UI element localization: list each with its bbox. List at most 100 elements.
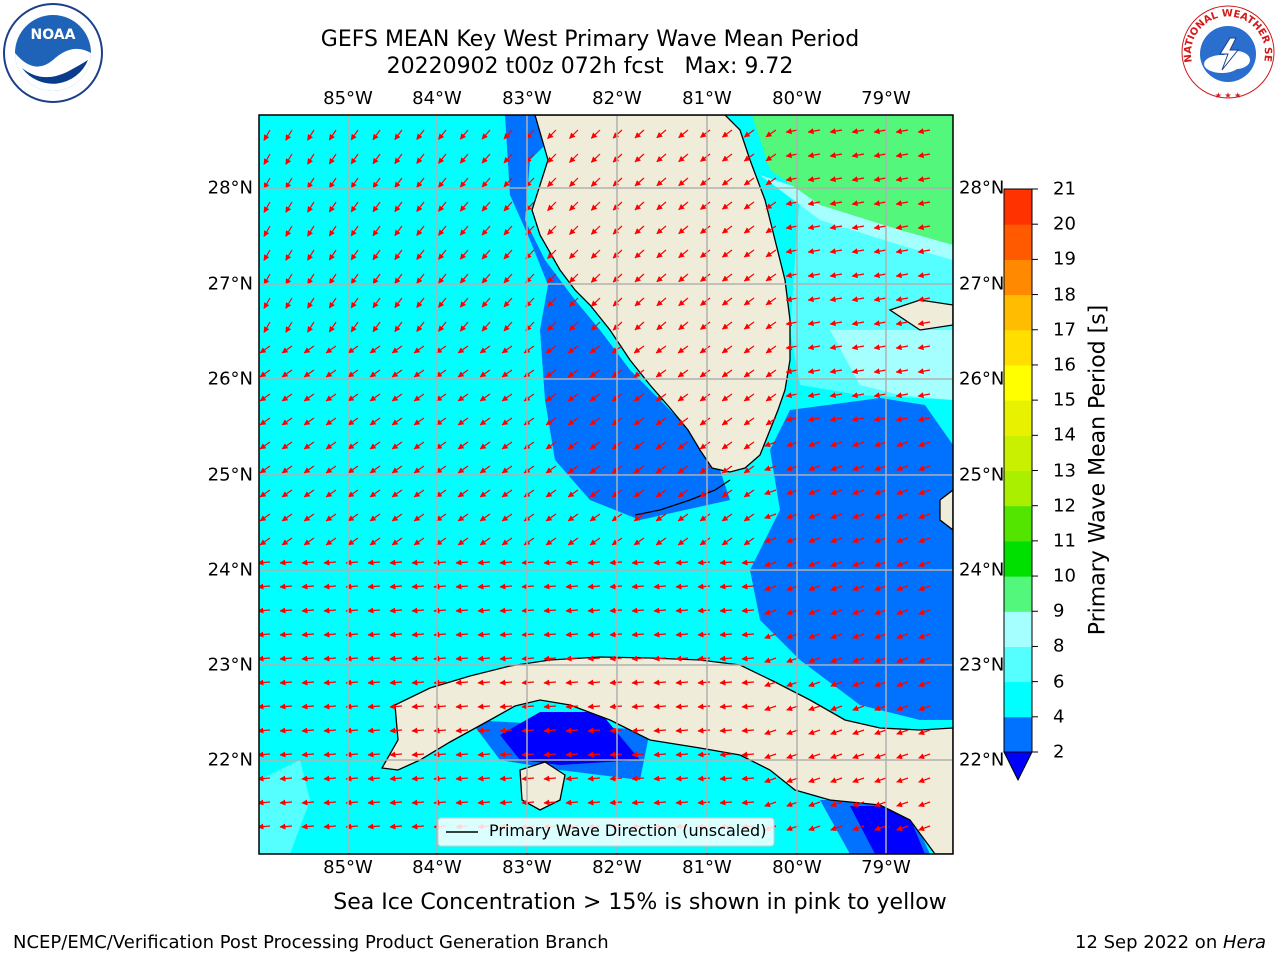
wave-arrow — [786, 537, 799, 544]
wave-arrow — [721, 369, 733, 378]
wave-arrow — [481, 297, 491, 308]
wave-arrow — [807, 176, 821, 183]
wave-arrow — [565, 775, 579, 782]
wave-arrow — [391, 417, 403, 426]
wave-arrow — [413, 393, 425, 402]
colorbar-segment — [1004, 716, 1032, 753]
tick-left-label: 25°N — [207, 464, 253, 486]
wave-arrow — [590, 249, 601, 259]
wave-arrow — [567, 393, 579, 402]
wave-arrow — [303, 513, 315, 522]
wave-arrow — [807, 200, 821, 207]
wave-arrow — [896, 537, 909, 544]
wave-arrow — [764, 657, 777, 664]
wave-arrow — [697, 631, 711, 638]
wave-arrow — [656, 273, 667, 283]
wave-arrow — [285, 201, 293, 213]
wave-arrow — [307, 129, 315, 141]
wave-arrow — [279, 631, 293, 638]
wave-arrow — [435, 513, 447, 522]
colorbar-segment — [1004, 189, 1032, 225]
tick-right-label: 22°N — [959, 749, 1005, 771]
wave-arrow — [325, 537, 337, 546]
wave-arrow — [851, 224, 865, 231]
wave-arrow — [569, 321, 579, 331]
wave-arrow — [633, 441, 645, 450]
wave-arrow — [281, 345, 293, 354]
wave-arrow — [697, 583, 711, 590]
colorbar-tick-label: 9 — [1053, 600, 1065, 622]
wave-arrow — [830, 801, 843, 808]
wave-arrow — [743, 537, 755, 546]
tick-bot-label: 81°W — [682, 857, 732, 878]
wave-arrow — [678, 273, 689, 283]
wave-arrow — [917, 224, 931, 231]
wave-arrow — [435, 369, 447, 378]
map-frame — [258, 114, 954, 855]
wave-arrow — [874, 561, 887, 568]
wave-arrow — [567, 465, 579, 474]
colorbar-segment — [1004, 329, 1032, 366]
wave-arrow — [547, 225, 557, 236]
wave-arrow — [372, 273, 381, 285]
wave-arrow — [786, 489, 799, 496]
wave-arrow — [633, 417, 645, 426]
wave-arrow — [656, 153, 667, 163]
colorbar-segment — [1004, 611, 1032, 647]
wave-arrow — [259, 607, 271, 614]
wave-arrow — [569, 129, 579, 139]
wave-arrow — [653, 679, 667, 686]
wave-arrow — [547, 321, 557, 332]
wave-arrow — [477, 583, 491, 590]
wave-arrow — [389, 823, 403, 830]
wave-arrow — [543, 583, 557, 590]
wave-arrow — [785, 392, 799, 399]
wave-arrow — [372, 249, 381, 261]
wave-arrow — [851, 296, 865, 303]
wave-arrow — [631, 679, 645, 686]
wave-arrow — [438, 249, 447, 260]
period-zone-6-8-sw — [259, 760, 310, 854]
wave-arrow — [438, 129, 447, 140]
wave-arrow — [675, 559, 689, 566]
wave-arrow — [433, 655, 447, 662]
wave-arrow — [719, 679, 733, 686]
wave-arrow — [807, 368, 821, 375]
wave-arrow — [764, 681, 777, 688]
wave-arrow — [895, 200, 909, 207]
wave-arrow — [285, 177, 293, 189]
colorbar-tick-label: 15 — [1053, 389, 1076, 411]
colorbar-tick-label: 16 — [1053, 354, 1076, 376]
wave-arrow — [499, 799, 513, 806]
wave-arrow — [303, 345, 315, 354]
wave-arrow — [394, 129, 403, 141]
wave-arrow — [325, 513, 337, 522]
tick-left-label: 27°N — [207, 273, 253, 295]
wave-arrow — [830, 729, 843, 736]
wave-arrow — [918, 729, 931, 736]
wave-arrow — [503, 201, 513, 212]
wave-arrow — [675, 727, 689, 734]
colorbar-tick-label: 6 — [1053, 671, 1065, 693]
wave-arrow — [455, 655, 469, 662]
wave-arrow — [565, 799, 579, 806]
wave-arrow — [457, 489, 469, 498]
wave-arrow — [697, 679, 711, 686]
wave-arrow — [369, 489, 381, 498]
wave-arrow — [700, 153, 711, 162]
wave-arrow — [874, 609, 887, 616]
wave-arrow — [896, 777, 909, 784]
wave-arrow — [631, 751, 645, 758]
wave-arrow — [259, 799, 271, 806]
wave-arrow — [721, 153, 733, 162]
wave-arrow — [413, 345, 425, 354]
colorbar-tick-label: 2 — [1053, 741, 1065, 763]
wave-arrow — [455, 607, 469, 614]
wave-arrow — [389, 799, 403, 806]
wave-arrow — [609, 559, 623, 566]
wave-arrow — [653, 607, 667, 614]
wave-arrow — [521, 655, 535, 662]
wave-arrow — [477, 607, 491, 614]
wave-arrow — [721, 417, 733, 426]
wave-arrow — [325, 393, 337, 402]
